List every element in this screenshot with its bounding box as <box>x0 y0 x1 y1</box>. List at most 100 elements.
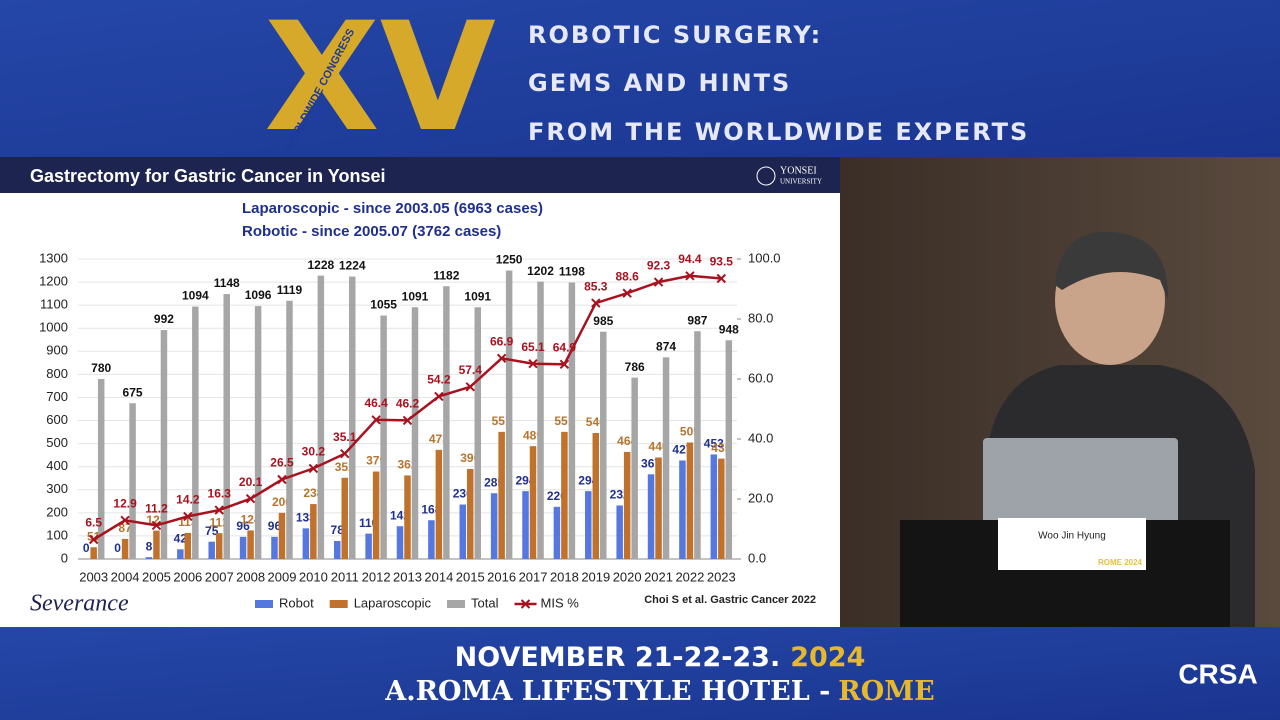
bar <box>97 379 105 559</box>
data-label: 85.3 <box>584 279 608 293</box>
x-tick-label: 2004 <box>111 569 140 584</box>
bar <box>694 331 701 559</box>
data-label: 1094 <box>182 289 209 303</box>
data-label: 65.1 <box>521 340 545 354</box>
legend-label: Robot <box>279 595 314 610</box>
x-tick-label: 2022 <box>675 569 704 584</box>
data-label: 0 <box>114 541 121 555</box>
data-label: 46.2 <box>396 397 420 411</box>
marker <box>685 271 695 281</box>
bar <box>623 451 631 559</box>
data-label: 985 <box>593 314 613 328</box>
bar <box>121 538 129 559</box>
y2-tick-label: 40.0 <box>748 430 773 445</box>
marker <box>308 463 319 474</box>
bar <box>490 493 498 559</box>
x-tick-label: 2014 <box>424 569 453 584</box>
bar <box>90 547 97 559</box>
data-label: 35.1 <box>333 430 357 444</box>
bar <box>310 504 317 559</box>
bar <box>348 276 356 559</box>
legend-label: Laparoscopic <box>354 595 432 610</box>
y-tick-label: 600 <box>46 412 68 427</box>
data-label: 1250 <box>496 253 523 267</box>
bar <box>616 505 623 559</box>
bar <box>522 491 529 559</box>
bar <box>459 504 467 559</box>
data-label: 1055 <box>370 298 397 312</box>
x-tick-label: 2012 <box>362 569 391 584</box>
banner-line: ROBOTIC SURGERY: <box>528 21 822 49</box>
bar <box>177 549 184 559</box>
footer-city: ROME <box>838 676 934 707</box>
bar <box>679 460 686 559</box>
bar <box>568 282 576 559</box>
bar <box>710 454 718 559</box>
x-tick-label: 2006 <box>173 569 202 584</box>
bar <box>592 433 600 559</box>
x-tick-label: 2007 <box>205 569 234 584</box>
y-tick-label: 0 <box>61 550 68 565</box>
marker <box>340 448 350 459</box>
bar <box>396 526 404 559</box>
bar <box>655 457 662 559</box>
data-label: 26.5 <box>270 456 294 470</box>
x-tick-label: 2016 <box>487 569 516 584</box>
x-tick-label: 2011 <box>331 569 359 584</box>
data-label: 20.1 <box>239 475 263 489</box>
x-tick-label: 2010 <box>299 569 328 584</box>
marker <box>591 298 601 308</box>
y2-tick-label: 100.0 <box>748 250 781 265</box>
data-label: 54.2 <box>427 373 451 387</box>
data-label: 94.4 <box>678 252 702 266</box>
footer-dates: NOVEMBER 21-22-23. <box>455 642 781 673</box>
bar <box>467 469 474 559</box>
marker <box>434 391 444 402</box>
x-tick-label: 2009 <box>268 569 297 584</box>
university: UNIVERSITY <box>780 178 822 186</box>
marker <box>716 273 727 284</box>
y2-tick-label: 60.0 <box>748 370 773 385</box>
y-tick-label: 1200 <box>39 274 68 289</box>
data-label: 0 <box>83 541 90 555</box>
bar <box>553 506 561 559</box>
bar <box>718 458 725 559</box>
legend-swatch <box>255 600 273 608</box>
bar <box>254 306 262 559</box>
data-label: 675 <box>123 385 143 399</box>
data-label: 57.4 <box>459 363 483 377</box>
y-tick-label: 300 <box>46 481 68 496</box>
data-label: 1228 <box>308 258 335 272</box>
bar <box>505 270 513 559</box>
data-label: 66.9 <box>490 334 514 348</box>
y-tick-label: 1100 <box>40 297 68 312</box>
footer-venue: A.ROMA LIFESTYLE HOTEL - ROME <box>384 676 934 707</box>
bar <box>404 475 411 559</box>
bar <box>537 281 544 559</box>
bar <box>474 307 482 559</box>
bar <box>153 530 160 559</box>
bar <box>443 286 450 559</box>
speaker-hair <box>1055 231 1169 300</box>
x-tick-label: 2020 <box>613 569 642 584</box>
data-label: 46.4 <box>364 396 388 410</box>
data-label: 948 <box>719 322 739 336</box>
y-tick-label: 200 <box>46 504 68 519</box>
bar <box>380 315 387 559</box>
marker <box>371 415 381 425</box>
y-tick-label: 900 <box>46 343 68 358</box>
source: Choi S et al. Gastric Cancer 2022 <box>644 594 816 606</box>
data-label: 453 <box>704 437 724 451</box>
data-label: 16.3 <box>208 486 232 500</box>
bar <box>208 541 215 559</box>
data-label: 1182 <box>433 268 459 282</box>
bar <box>647 474 655 559</box>
marker <box>465 382 475 392</box>
bar <box>215 533 223 559</box>
data-label: 92.3 <box>647 258 671 272</box>
banner <box>0 0 1280 157</box>
y-tick-label: 500 <box>46 435 68 450</box>
footer-year: 2024 <box>790 642 865 673</box>
